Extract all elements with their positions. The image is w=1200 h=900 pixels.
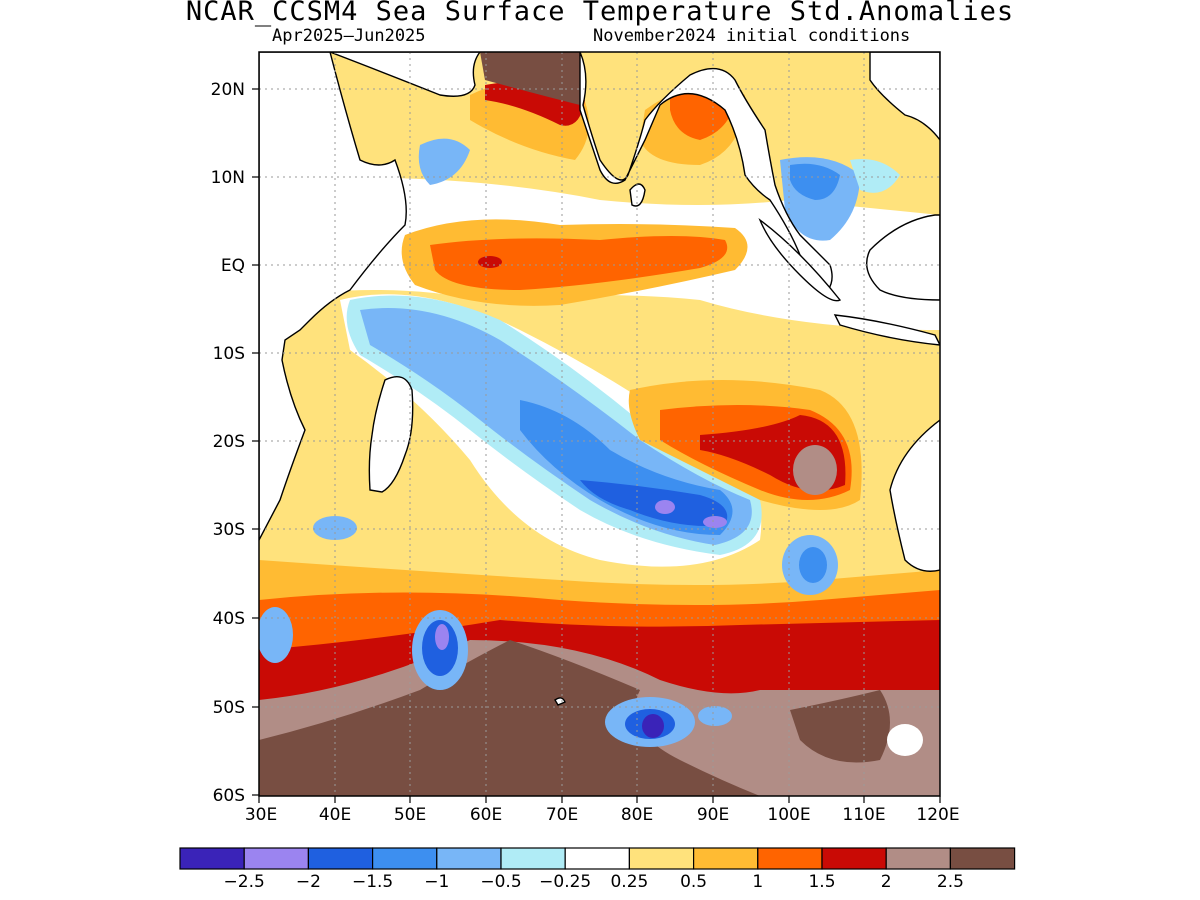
colorbar-label: −1 xyxy=(424,872,449,892)
period-subtitle: Apr2025–Jun2025 xyxy=(272,26,426,46)
lat-label: 50S xyxy=(213,698,245,718)
colorbar-swatch xyxy=(564,847,631,870)
colorbar-swatch xyxy=(243,847,309,870)
colorbar-swatch xyxy=(372,847,438,870)
lon-label: 50E xyxy=(394,805,426,825)
madagascar xyxy=(368,376,414,493)
south-extreme-1 xyxy=(259,640,760,796)
arabia-landmass xyxy=(329,52,481,97)
initial-conditions-subtitle: November2024 initial conditions xyxy=(593,26,911,46)
eddy-1-core xyxy=(435,624,449,650)
sumatra xyxy=(758,217,842,302)
colorbar-swatch xyxy=(949,847,1016,870)
map-frame xyxy=(258,51,941,797)
colorbar-swatch xyxy=(821,847,887,870)
eddy-3-core xyxy=(642,714,664,738)
colorbar-label: −2 xyxy=(296,872,321,892)
india-seasia-landmass xyxy=(579,52,833,292)
colorbar-label: 0.5 xyxy=(680,872,707,892)
lat-label: 10N xyxy=(211,168,245,188)
australia-warm-4 xyxy=(793,445,837,495)
borneo xyxy=(866,214,940,301)
lat-label: 40S xyxy=(213,609,245,629)
lon-label: 120E xyxy=(916,805,959,825)
lon-label: 100E xyxy=(767,805,810,825)
cool-belt-4 xyxy=(580,480,728,526)
colorbar-swatch xyxy=(757,847,823,870)
colorbar-label: 0.25 xyxy=(610,872,648,892)
colorbar-swatch xyxy=(692,847,759,870)
lat-label: 60S xyxy=(213,786,245,806)
arabian-cool xyxy=(418,138,470,185)
south-extreme-2 xyxy=(790,690,890,763)
lat-label: EQ xyxy=(221,256,245,276)
colorbar-swatch xyxy=(307,847,374,870)
colorbar-label: −0.25 xyxy=(539,872,591,892)
colorbar-label: 1.5 xyxy=(808,872,835,892)
colorbar-swatch xyxy=(885,847,952,870)
lon-label: 30E xyxy=(245,805,277,825)
colorbar-swatch xyxy=(628,847,695,870)
indochina-north xyxy=(869,52,940,142)
lon-label: 60E xyxy=(470,805,502,825)
colorbar-label: 2.5 xyxy=(937,872,964,892)
lon-label: 40E xyxy=(319,805,351,825)
eddy-2-core xyxy=(799,547,827,583)
sri-lanka xyxy=(629,183,646,207)
lat-label: 20S xyxy=(213,432,245,452)
eddy-7 xyxy=(887,724,923,756)
lon-label: 70E xyxy=(546,805,578,825)
lat-label: 10S xyxy=(213,344,245,364)
grid-lines xyxy=(259,52,940,796)
java xyxy=(833,314,940,346)
australia xyxy=(889,419,940,572)
lat-label: 20N xyxy=(211,80,245,100)
lat-label: 30S xyxy=(213,520,245,540)
lon-label: 80E xyxy=(621,805,653,825)
colorbar: −2.5 −2 −1.5 −1 −0.5 −0.25 0.25 0.5 1 1.5 2 2.5 xyxy=(179,847,1016,892)
thailand-cool xyxy=(850,159,900,193)
equatorial-warm-2 xyxy=(430,236,728,290)
colorbar-label: 1 xyxy=(752,872,763,892)
cool-core-2 xyxy=(703,516,727,528)
colorbar-label: −1.5 xyxy=(352,872,393,892)
eddy-6 xyxy=(259,607,293,663)
colorbar-label: −2.5 xyxy=(224,872,265,892)
anomaly-field xyxy=(259,52,940,796)
map-title: NCAR_CCSM4 Sea Surface Temperature Std.A… xyxy=(185,0,1015,27)
colorbar-label: 2 xyxy=(881,872,892,892)
africa-landmass xyxy=(259,52,407,541)
lon-label: 90E xyxy=(697,805,729,825)
india-coast-extreme xyxy=(480,52,580,105)
cool-core-1 xyxy=(655,500,675,514)
lon-label: 110E xyxy=(842,805,885,825)
equatorial-hotspot xyxy=(478,256,502,268)
colorbar-swatch xyxy=(500,847,566,870)
andaman-cooler xyxy=(790,163,840,200)
colorbar-swatch xyxy=(436,847,502,870)
colorbar-swatch xyxy=(179,847,245,870)
eddy-5 xyxy=(698,706,732,726)
colorbar-label: −0.5 xyxy=(480,872,521,892)
kerguelen-island xyxy=(554,697,566,706)
